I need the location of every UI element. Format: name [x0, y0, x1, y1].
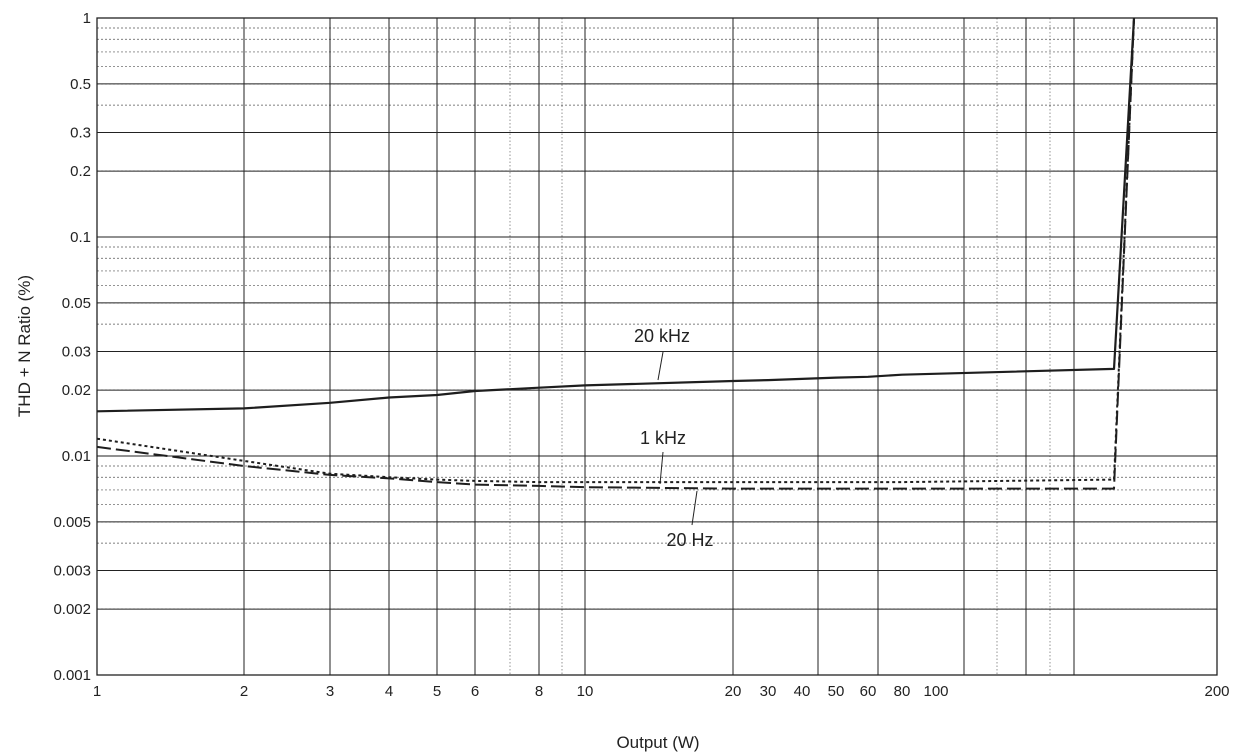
series-label: 20 kHz: [634, 326, 690, 346]
x-tick-label: 5: [433, 683, 441, 700]
y-tick-label: 0.3: [70, 125, 91, 142]
x-tick-label: 100: [923, 683, 948, 700]
x-tick-label: 2: [240, 683, 248, 700]
y-tick-label: 0.01: [62, 448, 91, 465]
x-tick-label: 30: [760, 683, 777, 700]
x-axis-title: Output (W): [616, 733, 699, 752]
x-tick-labels: 1 2 3 4 5 6 8 10 20 30 40 50 60 80 100 200: [93, 683, 1230, 700]
series-label: 20 Hz: [666, 530, 713, 550]
x-tick-label: 20: [725, 683, 742, 700]
series-layer: [96, 17, 1136, 490]
series-line: [96, 17, 1136, 413]
y-axis-title: THD + N Ratio (%): [15, 275, 34, 417]
x-tick-label: 1: [93, 683, 101, 700]
series-line: [96, 17, 1135, 484]
x-tick-label: 50: [828, 683, 845, 700]
x-tick-label: 6: [471, 683, 479, 700]
series-label-leader: [691, 490, 698, 526]
series-label-leader: [659, 451, 664, 485]
x-tick-label: 8: [535, 683, 543, 700]
y-tick-label: 1: [83, 10, 91, 27]
x-tick-label: 40: [794, 683, 811, 700]
x-tick-label: 80: [894, 683, 911, 700]
series-label: 1 kHz: [640, 428, 686, 448]
x-tick-label: 3: [326, 683, 334, 700]
y-tick-labels: 0.001 0.002 0.003 0.005 0.01 0.02 0.03 0.05 0.1 0…: [53, 10, 91, 684]
y-tick-label: 0.005: [53, 514, 91, 531]
series-label-leader: [657, 351, 664, 381]
x-tick-label: 200: [1204, 683, 1229, 700]
y-tick-label: 0.03: [62, 344, 91, 361]
x-tick-label: 10: [577, 683, 594, 700]
plot-background: [97, 18, 1217, 675]
y-tick-label: 0.02: [62, 382, 91, 399]
series-labels: 20 kHz 1 kHz 20 Hz: [634, 326, 714, 550]
x-tick-label: 60: [860, 683, 877, 700]
y-tick-label: 0.1: [70, 229, 91, 246]
series-line: [96, 17, 1135, 490]
y-tick-label: 0.003: [53, 563, 91, 580]
plot-frame: [96, 17, 1218, 676]
y-tick-label: 0.5: [70, 76, 91, 93]
y-tick-label: 0.002: [53, 601, 91, 618]
y-tick-label: 0.05: [62, 295, 91, 312]
major-gridlines: [97, 17, 1217, 676]
x-tick-label: 4: [385, 683, 393, 700]
y-tick-label: 0.001: [53, 667, 91, 684]
y-tick-label: 0.2: [70, 163, 91, 180]
